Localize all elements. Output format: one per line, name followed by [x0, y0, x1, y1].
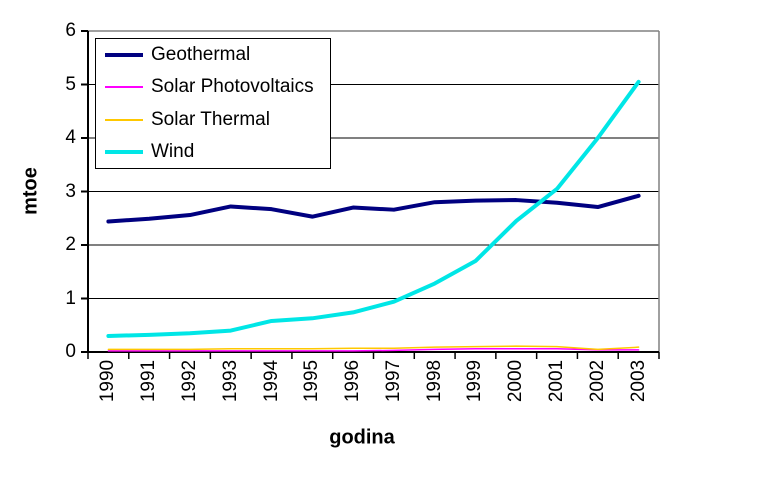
legend-label: Wind	[151, 140, 195, 162]
legend-swatch-solar-thermal	[105, 118, 143, 121]
series-line-solar-thermal	[107, 345, 640, 351]
x-tick-label: 2000	[505, 359, 527, 403]
x-tick-label: 1992	[178, 359, 200, 403]
x-tick-label: 1999	[464, 359, 486, 403]
legend-label: Solar Thermal	[151, 108, 270, 130]
y-tick-label: 1	[65, 287, 76, 309]
legend-item-solar-thermal: Solar Thermal	[96, 109, 330, 131]
x-axis-title: godina	[329, 426, 395, 449]
legend-item-wind: Wind	[96, 141, 330, 163]
series-line-solar-photovoltaics	[107, 348, 640, 352]
legend-label: Solar Photovoltaics	[151, 76, 314, 98]
series-line-wind	[106, 79, 641, 338]
x-tick-label: 2001	[546, 359, 568, 403]
legend-label: Geothermal	[151, 44, 251, 66]
y-tick-label: 6	[65, 20, 76, 41]
x-tick-label: 1998	[423, 359, 445, 403]
y-tick-label: 3	[65, 180, 76, 202]
legend-swatch-geothermal	[105, 53, 143, 58]
y-tick-label: 2	[65, 234, 76, 255]
legend-swatch-wind	[105, 149, 143, 154]
x-tick-label: 1990	[97, 359, 119, 403]
y-tick-label: 0	[65, 341, 76, 362]
x-tick-label: 1991	[138, 359, 160, 403]
y-tick-label: 5	[65, 73, 76, 95]
legend-swatch-solar-photovoltaics	[105, 86, 143, 89]
x-tick-label: 1993	[219, 359, 241, 403]
x-tick-label: 1995	[301, 359, 323, 403]
x-tick-label: 1996	[342, 359, 364, 403]
x-tick-label: 2003	[627, 359, 649, 403]
x-tick-label: 1997	[382, 359, 404, 403]
x-tick-label: 1994	[260, 359, 282, 403]
x-tick-label: 2002	[586, 359, 608, 403]
legend: Geothermal Solar Photovoltaics Solar Therm…	[95, 38, 331, 169]
legend-item-solar-photovoltaics: Solar Photovoltaics	[96, 76, 330, 98]
series-line-geothermal	[106, 193, 641, 224]
legend-item-geothermal: Geothermal	[96, 44, 330, 66]
y-tick-label: 4	[65, 127, 76, 148]
